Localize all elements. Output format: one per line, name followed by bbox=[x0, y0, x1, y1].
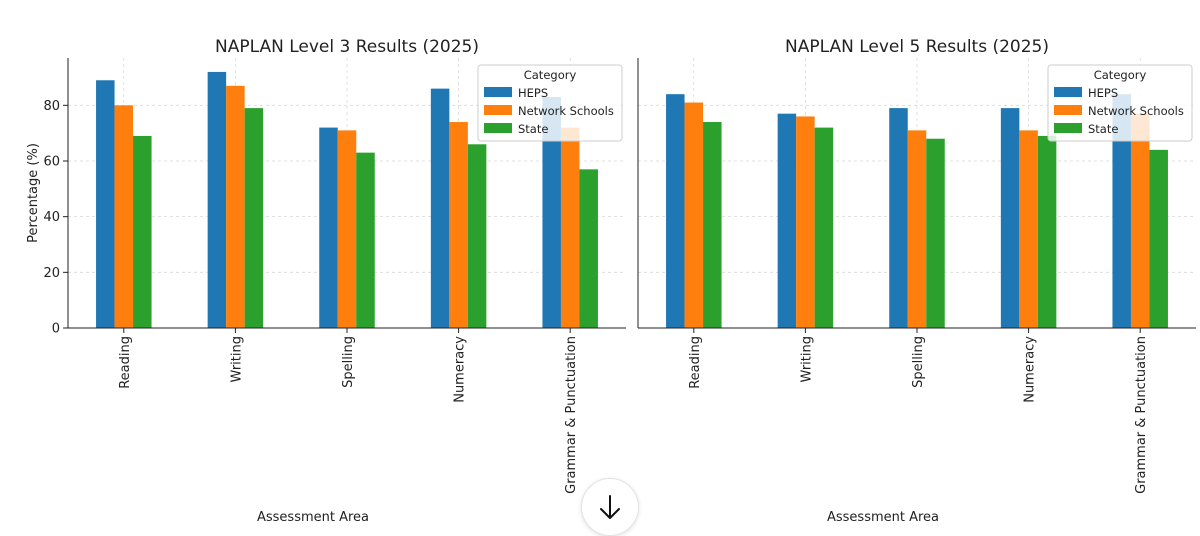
x-tick-label: Numeracy bbox=[1023, 336, 1038, 403]
x-tick-label: Numeracy bbox=[453, 336, 468, 403]
chart-panel-2: Reading Writing Spelling Numeracy Grammar & … bbox=[637, 37, 1196, 525]
bar-heps-5 bbox=[542, 96, 561, 328]
chart-panel-1: 0 20 40 60 80 Reading Writing Spelling Numeracy G… bbox=[26, 37, 626, 525]
bar-state-4 bbox=[1037, 135, 1057, 328]
bar-state-5 bbox=[1149, 149, 1168, 328]
bar-network-schools-4 bbox=[1019, 130, 1038, 328]
bar-state-3 bbox=[926, 138, 945, 328]
legend: Category HEPS Network Schools State bbox=[477, 64, 623, 142]
bar-network-schools-1 bbox=[684, 102, 704, 329]
x-tick-label: Reading bbox=[688, 336, 703, 389]
legend-label: HEPS bbox=[518, 86, 548, 100]
legend-swatch-heps bbox=[1054, 87, 1082, 97]
bar-state-3 bbox=[356, 152, 375, 328]
legend: Category HEPS Network Schools State bbox=[1047, 64, 1193, 142]
y-tick-label: 60 bbox=[43, 154, 60, 169]
x-tick-label: Grammar & Punctuation bbox=[1134, 336, 1149, 494]
legend-label: HEPS bbox=[1088, 86, 1118, 100]
x-tick-label: Writing bbox=[229, 336, 244, 382]
bar-network-schools-2 bbox=[226, 85, 245, 328]
bar-network-schools-3 bbox=[337, 130, 357, 328]
legend-title: Category bbox=[524, 68, 577, 82]
legend-box bbox=[477, 64, 623, 142]
legend-label: State bbox=[1088, 122, 1118, 136]
bar-heps-2 bbox=[207, 71, 227, 328]
bar-state-2 bbox=[814, 127, 834, 328]
bar-network-schools-1 bbox=[114, 105, 134, 329]
bar-state-5 bbox=[579, 169, 598, 328]
bar-heps-3 bbox=[319, 127, 338, 328]
bar-network-schools-4 bbox=[449, 122, 468, 328]
y-tick-label: 20 bbox=[43, 266, 60, 281]
legend-swatch-state bbox=[484, 123, 512, 133]
bar-state-2 bbox=[244, 108, 264, 329]
legend-box bbox=[1047, 64, 1193, 142]
y-tick-label: 80 bbox=[43, 99, 60, 114]
bar-network-schools-5 bbox=[560, 127, 580, 328]
bar-heps-3 bbox=[889, 108, 908, 329]
bar-network-schools-3 bbox=[907, 130, 927, 328]
x-tick-label: Reading bbox=[118, 336, 133, 389]
bar-heps-1 bbox=[666, 94, 685, 328]
arrow-down-icon bbox=[600, 495, 620, 519]
bar-heps-5 bbox=[1112, 94, 1131, 328]
bar-state-1 bbox=[133, 135, 152, 328]
x-tick-label: Spelling bbox=[911, 336, 926, 388]
bar-heps-1 bbox=[96, 80, 115, 329]
bar-state-1 bbox=[703, 122, 722, 328]
legend-swatch-network-schools bbox=[1054, 105, 1082, 115]
x-tick-label: Grammar & Punctuation bbox=[564, 336, 579, 494]
x-tick-label: Spelling bbox=[341, 336, 356, 388]
x-axis-label: Assessment Area bbox=[827, 510, 939, 525]
scroll-down-button[interactable] bbox=[581, 478, 639, 536]
legend-label: Network Schools bbox=[1088, 104, 1184, 118]
y-tick-label: 0 bbox=[52, 322, 60, 337]
legend-title: Category bbox=[1094, 68, 1147, 82]
bar-network-schools-5 bbox=[1130, 113, 1150, 328]
bar-network-schools-2 bbox=[796, 116, 815, 328]
legend-swatch-heps bbox=[484, 87, 512, 97]
bar-state-4 bbox=[467, 144, 487, 328]
chart-title: NAPLAN Level 5 Results (2025) bbox=[785, 37, 1049, 57]
legend-swatch-network-schools bbox=[484, 105, 512, 115]
bar-heps-4 bbox=[1000, 108, 1020, 329]
legend-label: Network Schools bbox=[518, 104, 614, 118]
legend-label: State bbox=[518, 122, 548, 136]
x-axis-label: Assessment Area bbox=[257, 510, 369, 525]
y-tick-label: 40 bbox=[43, 210, 60, 225]
y-axis-label: Percentage (%) bbox=[26, 143, 41, 243]
bar-heps-2 bbox=[777, 113, 797, 328]
chart-title: NAPLAN Level 3 Results (2025) bbox=[215, 37, 479, 57]
bar-heps-4 bbox=[430, 88, 450, 328]
legend-swatch-state bbox=[1054, 123, 1082, 133]
x-tick-label: Writing bbox=[799, 336, 814, 382]
